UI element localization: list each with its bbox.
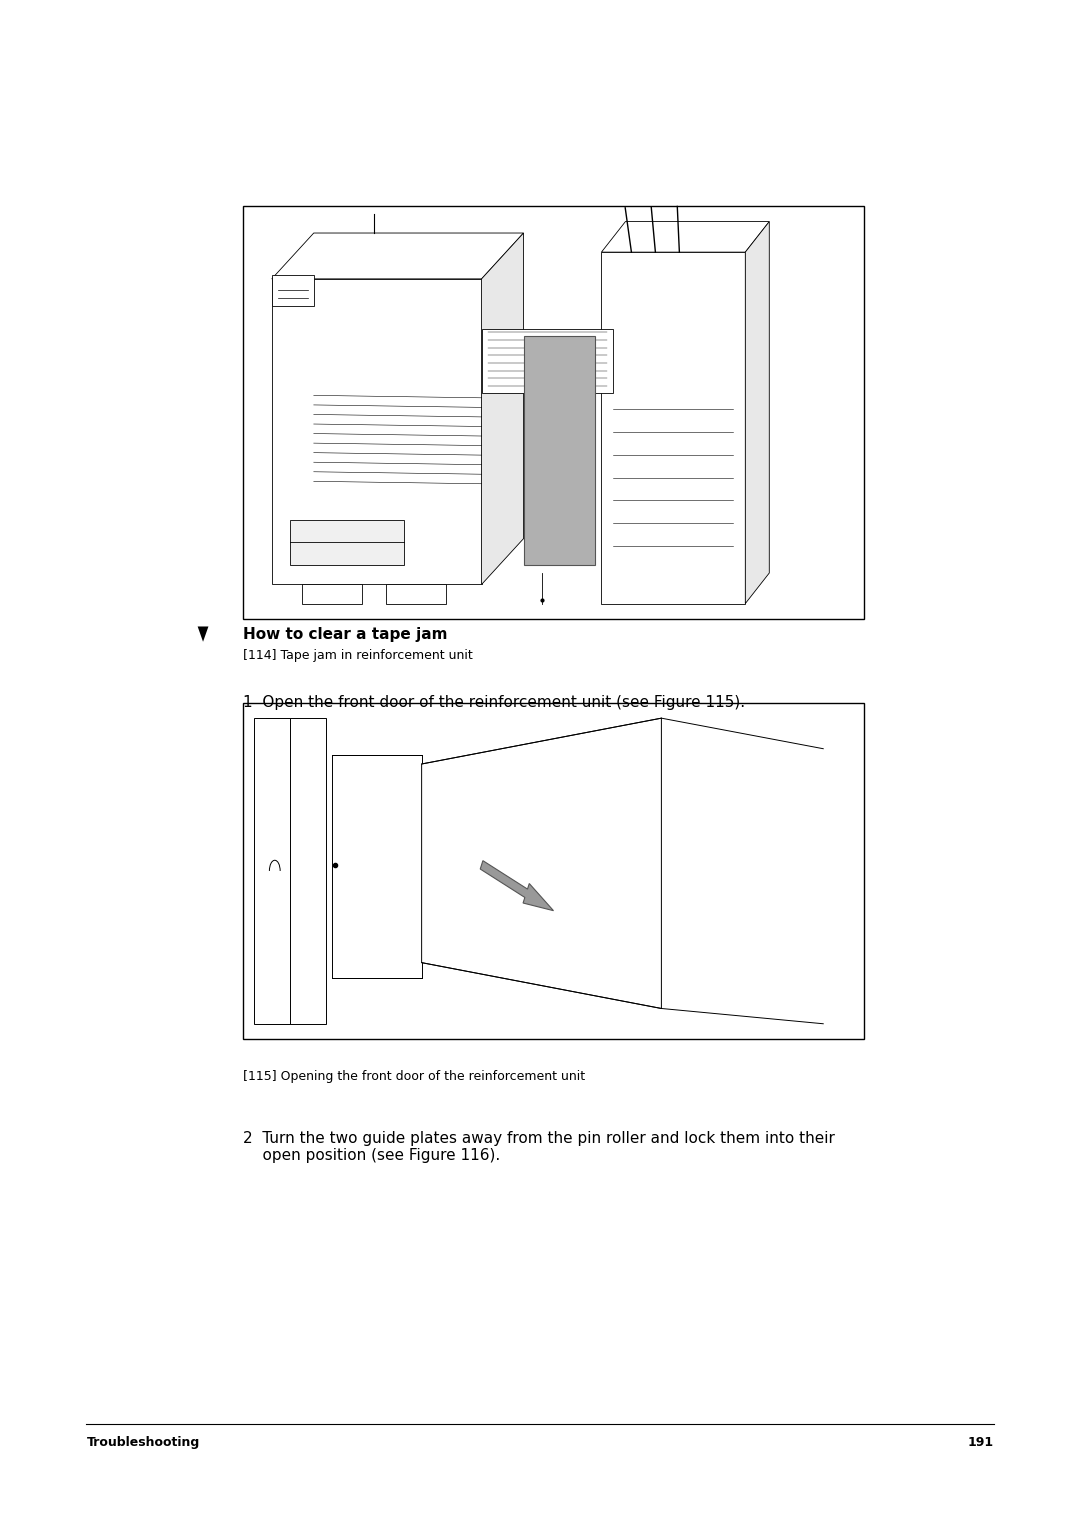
Bar <box>254 718 853 1024</box>
Polygon shape <box>421 718 661 1008</box>
Text: [114] Tape jam in reinforcement unit: [114] Tape jam in reinforcement unit <box>243 649 473 663</box>
Polygon shape <box>289 520 404 565</box>
Polygon shape <box>386 585 446 604</box>
Polygon shape <box>266 718 326 1024</box>
Polygon shape <box>272 234 524 278</box>
Polygon shape <box>602 252 745 604</box>
FancyArrow shape <box>481 860 554 911</box>
Text: Troubleshooting: Troubleshooting <box>86 1436 200 1450</box>
Text: How to clear a tape jam: How to clear a tape jam <box>243 626 447 642</box>
Text: [115] Opening the front door of the reinforcement unit: [115] Opening the front door of the rein… <box>243 1070 585 1083</box>
Bar <box>243 206 864 619</box>
Polygon shape <box>332 755 421 978</box>
Polygon shape <box>272 275 313 306</box>
Polygon shape <box>524 336 595 565</box>
Text: 1  Open the front door of the reinforcement unit (see Figure 115).: 1 Open the front door of the reinforceme… <box>243 695 745 711</box>
Bar <box>243 703 864 1039</box>
Polygon shape <box>745 222 769 604</box>
Polygon shape <box>301 585 362 604</box>
Polygon shape <box>482 234 524 585</box>
Polygon shape <box>254 718 289 1024</box>
Text: 191: 191 <box>968 1436 994 1450</box>
Polygon shape <box>602 222 769 252</box>
Polygon shape <box>272 278 482 585</box>
Bar <box>254 222 853 604</box>
Polygon shape <box>198 626 208 642</box>
Polygon shape <box>482 329 613 393</box>
Text: 2  Turn the two guide plates away from the pin roller and lock them into their
 : 2 Turn the two guide plates away from th… <box>243 1131 835 1163</box>
